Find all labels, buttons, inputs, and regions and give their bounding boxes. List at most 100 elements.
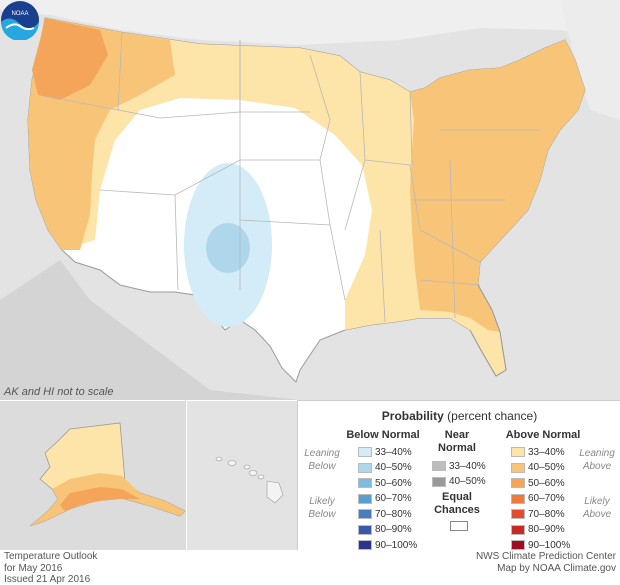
below-normal-row: 50–60% (358, 477, 412, 489)
map-credit: Map by NOAA Climate.gov (497, 562, 616, 574)
near-normal-header: Near Normal (426, 429, 488, 455)
above-normal-label: 90–100% (528, 539, 571, 551)
above-normal-label: 50–60% (528, 477, 565, 489)
outlook-period: for May 2016 (4, 562, 63, 574)
legend-title-bold: Probability (381, 409, 444, 423)
above-normal-row: 40–50% (511, 462, 565, 474)
below-normal-swatch (358, 509, 372, 519)
footer-right: NWS Climate Prediction Center Map by NOA… (476, 551, 616, 574)
equal-chances-label: Equal Chances (426, 491, 488, 517)
legend-title: Probability (percent chance) (298, 409, 620, 423)
below-normal-swatch (358, 462, 372, 473)
below-normal-row: 90–100% (358, 539, 417, 551)
hawaii-map-panel (186, 400, 297, 551)
above-normal-label: 60–70% (528, 493, 565, 504)
below-normal-label: 40–50% (375, 462, 412, 473)
likely-below-label: Likely Below (302, 495, 342, 521)
below-normal-swatch (358, 524, 372, 535)
alaska-above-40-50 (30, 473, 185, 526)
leaning-above-1: Leaning (579, 448, 615, 459)
below-normal-label: 60–70% (375, 493, 412, 504)
equal-chances-2: Chances (434, 504, 480, 516)
legend-title-rest: (percent chance) (443, 409, 538, 423)
below-normal-swatch (358, 540, 372, 550)
atlantic-canada (560, 0, 620, 120)
footer: Temperature Outlook for May 2016 Issued … (0, 550, 620, 585)
legend-panel: Probability (percent chance) Below Norma… (297, 400, 620, 551)
below-normal-label: 80–90% (375, 524, 412, 535)
near-normal-label: 40–50% (449, 476, 486, 487)
above-normal-label: 70–80% (528, 508, 565, 520)
near-normal-swatch (432, 476, 446, 487)
alaska-map-panel (0, 400, 186, 551)
near-normal-label: 33–40% (449, 460, 486, 472)
canada-land (0, 0, 620, 45)
below-normal-row: 60–70% (358, 493, 412, 505)
below-normal-swatch (358, 478, 372, 488)
likely-above-2: Above (582, 509, 612, 520)
below-normal-label: 90–100% (375, 539, 418, 551)
alaska-above-50-60 (60, 487, 140, 511)
state-borders (39, 31, 540, 323)
above-normal-swatch (511, 478, 525, 488)
above-normal-row: 60–70% (511, 493, 565, 505)
conus-map-panel: AK and HI not to scale NOAA (0, 0, 620, 400)
below-normal-label: 70–80% (375, 508, 412, 520)
leaning-below-2: Below (308, 461, 336, 472)
source-credit: NWS Climate Prediction Center (475, 551, 616, 562)
leaning-above-2: Above (582, 461, 612, 472)
likely-above-1: Likely (584, 496, 610, 507)
below-normal-row: 33–40% (358, 446, 412, 458)
leaning-below-label: Leaning Below (302, 447, 342, 473)
mexico-land (0, 260, 300, 400)
below-normal-swatch (358, 447, 372, 457)
near-normal-row: 40–50% (432, 476, 486, 488)
below-normal-row: 70–80% (358, 508, 412, 520)
equal-chances-swatch (450, 521, 468, 531)
footer-left: Temperature Outlook for May 2016 Issued … (4, 551, 97, 586)
above-normal-label: 40–50% (528, 462, 565, 473)
leaning-below-1: Leaning (304, 448, 340, 459)
florida-coast (469, 284, 507, 377)
below-normal-header: Below Normal (346, 429, 420, 441)
below-40-50-region (206, 223, 250, 273)
alaska-map (0, 401, 186, 551)
above-normal-swatch (511, 447, 525, 457)
hawaii-map (215, 456, 284, 504)
likely-below-1: Likely (309, 496, 335, 507)
above-normal-swatch (511, 540, 525, 550)
near-normal-row: 33–40% (432, 460, 486, 472)
above-40-50-east (410, 40, 585, 332)
equal-chances-1: Equal (442, 491, 472, 503)
above-normal-swatch (511, 524, 525, 535)
near-normal-header-1: Near (444, 429, 470, 441)
above-normal-label: 33–40% (528, 446, 565, 458)
above-normal-swatch (511, 462, 525, 473)
below-normal-swatch (358, 493, 372, 504)
svg-text:NOAA: NOAA (11, 11, 28, 17)
noaa-logo: NOAA (1, 1, 39, 40)
above-50-60-northwest (32, 18, 108, 100)
issue-date: Issued 21 Apr 2016 (4, 574, 91, 585)
above-normal-row: 50–60% (511, 477, 565, 489)
above-normal-header: Above Normal (505, 429, 581, 441)
outlook-title: Temperature Outlook (4, 551, 98, 562)
above-normal-row: 90–100% (511, 539, 570, 551)
near-normal-header-2: Normal (438, 442, 476, 454)
likely-above-label: Likely Above (576, 495, 618, 521)
near-normal-swatch (432, 461, 446, 471)
scale-note: AK and HI not to scale (4, 386, 114, 398)
above-normal-row: 80–90% (511, 524, 565, 536)
below-normal-label: 33–40% (375, 446, 412, 458)
leaning-above-label: Leaning Above (576, 447, 618, 473)
above-normal-label: 80–90% (528, 524, 565, 535)
above-normal-swatch (511, 493, 525, 504)
below-normal-row: 40–50% (358, 462, 412, 474)
below-normal-label: 50–60% (375, 477, 412, 489)
below-normal-row: 80–90% (358, 524, 412, 536)
above-normal-swatch (511, 509, 525, 519)
conus-map (0, 0, 620, 400)
likely-below-2: Below (308, 509, 336, 520)
above-normal-row: 33–40% (511, 446, 565, 458)
above-normal-row: 70–80% (511, 508, 565, 520)
